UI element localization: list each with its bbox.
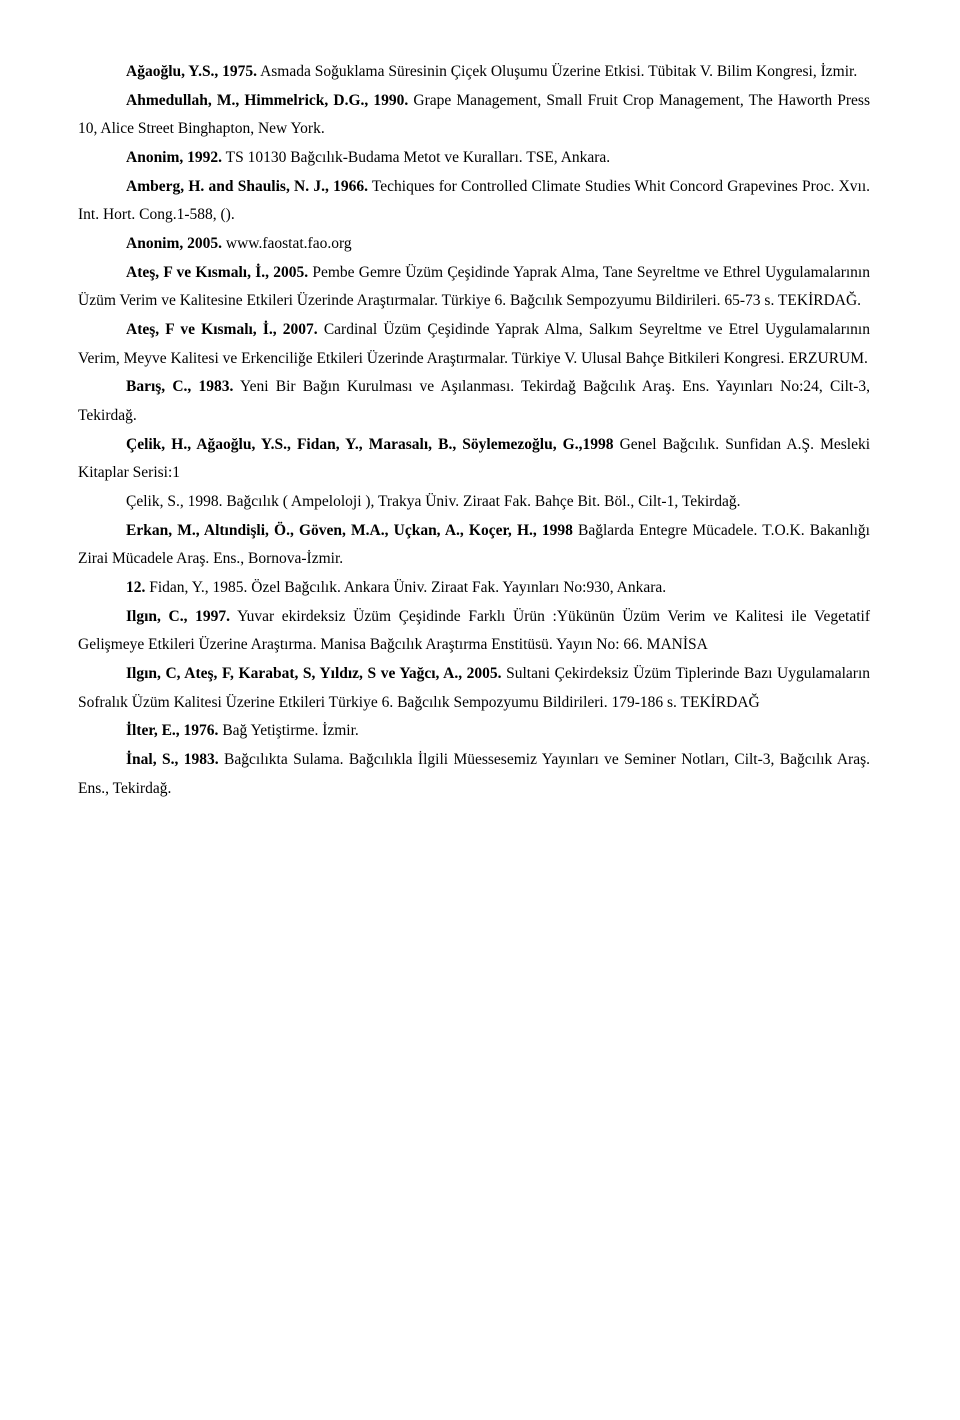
reference-author-year: Ateş, F ve Kısmalı, İ., 2005. <box>126 264 308 281</box>
reference-entry: İnal, S., 1983. Bağcılıkta Sulama. Bağcı… <box>78 746 870 803</box>
reference-entry: Ateş, F ve Kısmalı, İ., 2005. Pembe Gemr… <box>78 259 870 316</box>
reference-author-year: Barış, C., 1983. <box>126 378 233 395</box>
reference-author-year: Anonim, 2005. <box>126 235 222 252</box>
reference-text: Asmada Soğuklama Süresinin Çiçek Oluşumu… <box>257 63 857 80</box>
reference-entry: Barış, C., 1983. Yeni Bir Bağın Kurulmas… <box>78 373 870 430</box>
references-list: Ağaoğlu, Y.S., 1975. Asmada Soğuklama Sü… <box>78 58 870 803</box>
reference-author-year: Anonim, 1992. <box>126 149 222 166</box>
reference-entry: Çelik, S., 1998. Bağcılık ( Ampeloloji )… <box>78 488 870 517</box>
reference-entry: Anonim, 2005. www.faostat.fao.org <box>78 230 870 259</box>
reference-entry: Ilgın, C, Ateş, F, Karabat, S, Yıldız, S… <box>78 660 870 717</box>
reference-author-year: İnal, S., 1983. <box>126 751 219 768</box>
reference-author-year: Ağaoğlu, Y.S., 1975. <box>126 63 257 80</box>
reference-text: Bağ Yetiştirme. İzmir. <box>218 722 358 739</box>
reference-author-year: Ilgın, C., 1997. <box>126 608 230 625</box>
reference-author-year: Ateş, F ve Kısmalı, İ., 2007. <box>126 321 318 338</box>
reference-entry: İlter, E., 1976. Bağ Yetiştirme. İzmir. <box>78 717 870 746</box>
reference-entry: Ateş, F ve Kısmalı, İ., 2007. Cardinal Ü… <box>78 316 870 373</box>
reference-entry: Çelik, H., Ağaoğlu, Y.S., Fidan, Y., Mar… <box>78 431 870 488</box>
reference-author-year: Amberg, H. and Shaulis, N. J., 1966. <box>126 178 368 195</box>
reference-entry: Erkan, M., Altındişli, Ö., Göven, M.A., … <box>78 517 870 574</box>
reference-text: Çelik, S., 1998. Bağcılık ( Ampeloloji )… <box>126 493 741 510</box>
reference-entry: Ilgın, C., 1997. Yuvar ekirdeksiz Üzüm Ç… <box>78 603 870 660</box>
reference-author-year: Çelik, H., Ağaoğlu, Y.S., Fidan, Y., Mar… <box>126 436 614 453</box>
reference-author-year: Erkan, M., Altındişli, Ö., Göven, M.A., … <box>126 522 573 539</box>
reference-entry: Ahmedullah, M., Himmelrick, D.G., 1990. … <box>78 87 870 144</box>
reference-text: Fidan, Y., 1985. Özel Bağcılık. Ankara Ü… <box>145 579 666 596</box>
reference-author-year: Ilgın, C, Ateş, F, Karabat, S, Yıldız, S… <box>126 665 502 682</box>
reference-author-year: İlter, E., 1976. <box>126 722 218 739</box>
reference-author-year: Ahmedullah, M., Himmelrick, D.G., 1990. <box>126 92 408 109</box>
reference-text: www.faostat.fao.org <box>222 235 352 252</box>
reference-entry: Anonim, 1992. TS 10130 Bağcılık-Budama M… <box>78 144 870 173</box>
reference-entry: Amberg, H. and Shaulis, N. J., 1966. Tec… <box>78 173 870 230</box>
reference-entry: 12. Fidan, Y., 1985. Özel Bağcılık. Anka… <box>78 574 870 603</box>
reference-text: TS 10130 Bağcılık-Budama Metot ve Kurall… <box>222 149 610 166</box>
reference-entry: Ağaoğlu, Y.S., 1975. Asmada Soğuklama Sü… <box>78 58 870 87</box>
reference-author-year: 12. <box>126 579 145 596</box>
